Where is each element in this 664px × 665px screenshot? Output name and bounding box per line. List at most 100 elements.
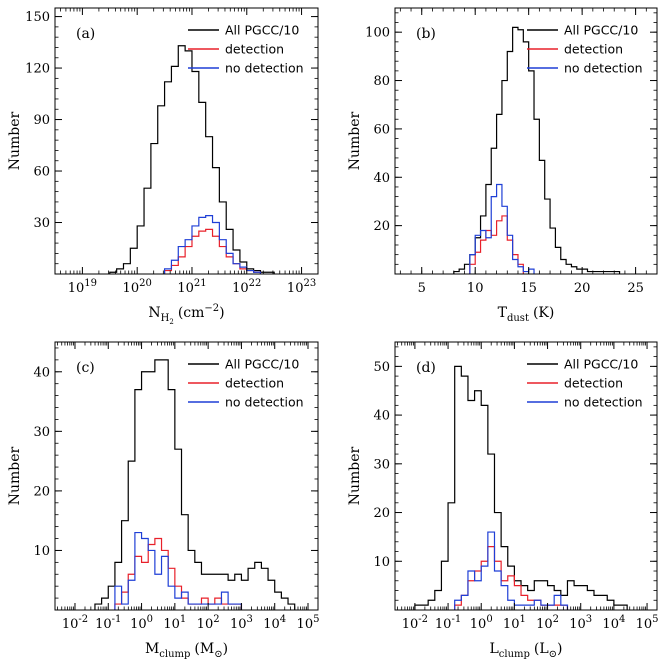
x-tick-base: 10 — [435, 617, 452, 632]
x-tick-base: 10 — [402, 617, 419, 632]
y-tick-label: 40 — [373, 409, 390, 424]
x-tick-base: 10 — [197, 617, 214, 632]
x-tick-label: 101 — [503, 614, 526, 632]
x-tick-exponent: 5 — [652, 614, 658, 625]
y-tick-label: 100 — [365, 26, 390, 41]
x-tick-base: 10 — [263, 617, 280, 632]
x-tick-base: 10 — [232, 281, 249, 296]
legend-label: no detection — [564, 395, 643, 410]
x-label-main: M — [145, 641, 159, 657]
x-tick-base: 10 — [470, 617, 487, 632]
x-label-subsubscript: 2 — [169, 318, 173, 326]
legend-label: detection — [564, 376, 623, 391]
y-tick-label: 90 — [33, 113, 50, 128]
y-axis-label: Number — [347, 111, 363, 170]
panel-label: (d) — [416, 360, 436, 376]
x-tick-base: 10 — [569, 617, 586, 632]
x-tick-label: 10-1 — [435, 614, 461, 632]
x-tick-exponent: -1 — [451, 614, 461, 625]
x-tick-exponent: 2 — [213, 614, 219, 625]
x-tick-label: 105 — [636, 614, 659, 632]
x-tick-exponent: 21 — [194, 278, 207, 289]
x-label-unit-sup: −2 — [204, 303, 219, 314]
x-label-subscript: dust — [507, 313, 529, 324]
x-tick-base: 10 — [123, 281, 140, 296]
panel-a: 1019 1020 1021 1022 1023306090120150NumberNH… — [7, 7, 319, 326]
legend-label: All PGCC/10 — [564, 23, 638, 38]
x-tick-base: 10 — [602, 617, 619, 632]
y-tick-label: 30 — [33, 216, 50, 231]
x-tick-label: 100 — [470, 614, 493, 632]
series-line-detection — [469, 215, 524, 274]
x-tick-exponent: -2 — [418, 614, 428, 625]
x-tick-base: 10 — [636, 617, 653, 632]
x-tick-base: 10 — [503, 617, 520, 632]
x-tick-exponent: 5 — [313, 614, 319, 625]
x-label-unit-sub: ⊙ — [214, 649, 222, 660]
x-tick-label: 104 — [602, 614, 625, 632]
x-tick-exponent: 0 — [147, 614, 153, 625]
x-tick-label: 103 — [569, 614, 592, 632]
x-label-unit: (L — [534, 641, 549, 657]
panel-c: 10-2 10-1 100 101 102 103 104 10510203040Number… — [7, 341, 319, 660]
legend-label: no detection — [564, 61, 643, 76]
y-tick-label: 20 — [373, 219, 390, 234]
x-tick-exponent: 22 — [249, 278, 262, 289]
panel-label: (b) — [416, 26, 436, 42]
x-tick-exponent: -2 — [78, 614, 88, 625]
x-tick-exponent: 1 — [519, 614, 525, 625]
plot-frame — [394, 341, 658, 611]
x-axis-label: Mclump (M⊙) — [145, 641, 228, 660]
series-line-all-pgcc — [109, 45, 275, 274]
x-label-subscript: H — [161, 313, 170, 324]
x-tick-base: 10 — [68, 281, 85, 296]
y-tick-label: 10 — [33, 544, 50, 559]
x-tick-label: 102 — [536, 614, 559, 632]
y-tick-label: 50 — [373, 360, 390, 375]
x-label-unit-close: ) — [219, 305, 224, 321]
x-label-subscript: clump — [499, 649, 530, 660]
x-tick-label: 15 — [520, 281, 537, 296]
x-tick-base: 10 — [177, 281, 194, 296]
y-tick-label: 40 — [373, 171, 390, 186]
x-tick-label: 104 — [263, 614, 286, 632]
series-line-no-detection — [454, 531, 569, 610]
y-tick-label: 150 — [25, 10, 50, 25]
x-tick-label: 25 — [627, 281, 644, 296]
x-label-unit: (K) — [533, 305, 554, 321]
x-tick-base: 10 — [163, 617, 180, 632]
panel-d: 10-2 10-1 100 101 102 103 104 1051020304050Numb… — [347, 341, 659, 660]
x-tick-base: 10 — [130, 617, 147, 632]
x-axis-label: NH2 (cm−2) — [148, 303, 224, 326]
x-tick-base: 10 — [536, 617, 553, 632]
y-tick-label: 60 — [373, 122, 390, 137]
y-tick-label: 30 — [33, 425, 50, 440]
x-tick-label: 1021 — [177, 278, 206, 296]
legend-label: All PGCC/10 — [225, 357, 299, 372]
y-axis-label: Number — [7, 111, 23, 170]
x-axis-label: Tdust (K) — [498, 305, 555, 324]
x-label-main: L — [489, 641, 498, 657]
legend-label: All PGCC/10 — [564, 357, 638, 372]
y-tick-label: 20 — [373, 506, 390, 521]
x-tick-exponent: 19 — [84, 278, 97, 289]
y-axis-label: Number — [7, 446, 23, 505]
x-tick-label: 1020 — [123, 278, 152, 296]
y-tick-label: 60 — [33, 165, 50, 180]
y-tick-label: 80 — [373, 74, 390, 89]
y-tick-label: 40 — [33, 365, 50, 380]
panel-b: 5 10 15 20 25 20 40 60 80 100 Number Tdust (K) (b) All… — [347, 7, 658, 324]
x-label-main: N — [148, 305, 160, 321]
x-tick-base: 10 — [287, 281, 304, 296]
x-tick-label: 102 — [197, 614, 220, 632]
x-tick-exponent: 4 — [619, 614, 625, 625]
y-tick-label: 30 — [373, 457, 390, 472]
series-line-no-detection — [163, 215, 262, 274]
legend-label: detection — [225, 42, 284, 57]
x-label-unit-sub: ⊙ — [549, 649, 557, 660]
series-line-all-pgcc — [453, 26, 621, 274]
x-tick-base: 10 — [297, 617, 314, 632]
y-tick-label: 10 — [373, 555, 390, 570]
x-tick-label: 100 — [130, 614, 153, 632]
